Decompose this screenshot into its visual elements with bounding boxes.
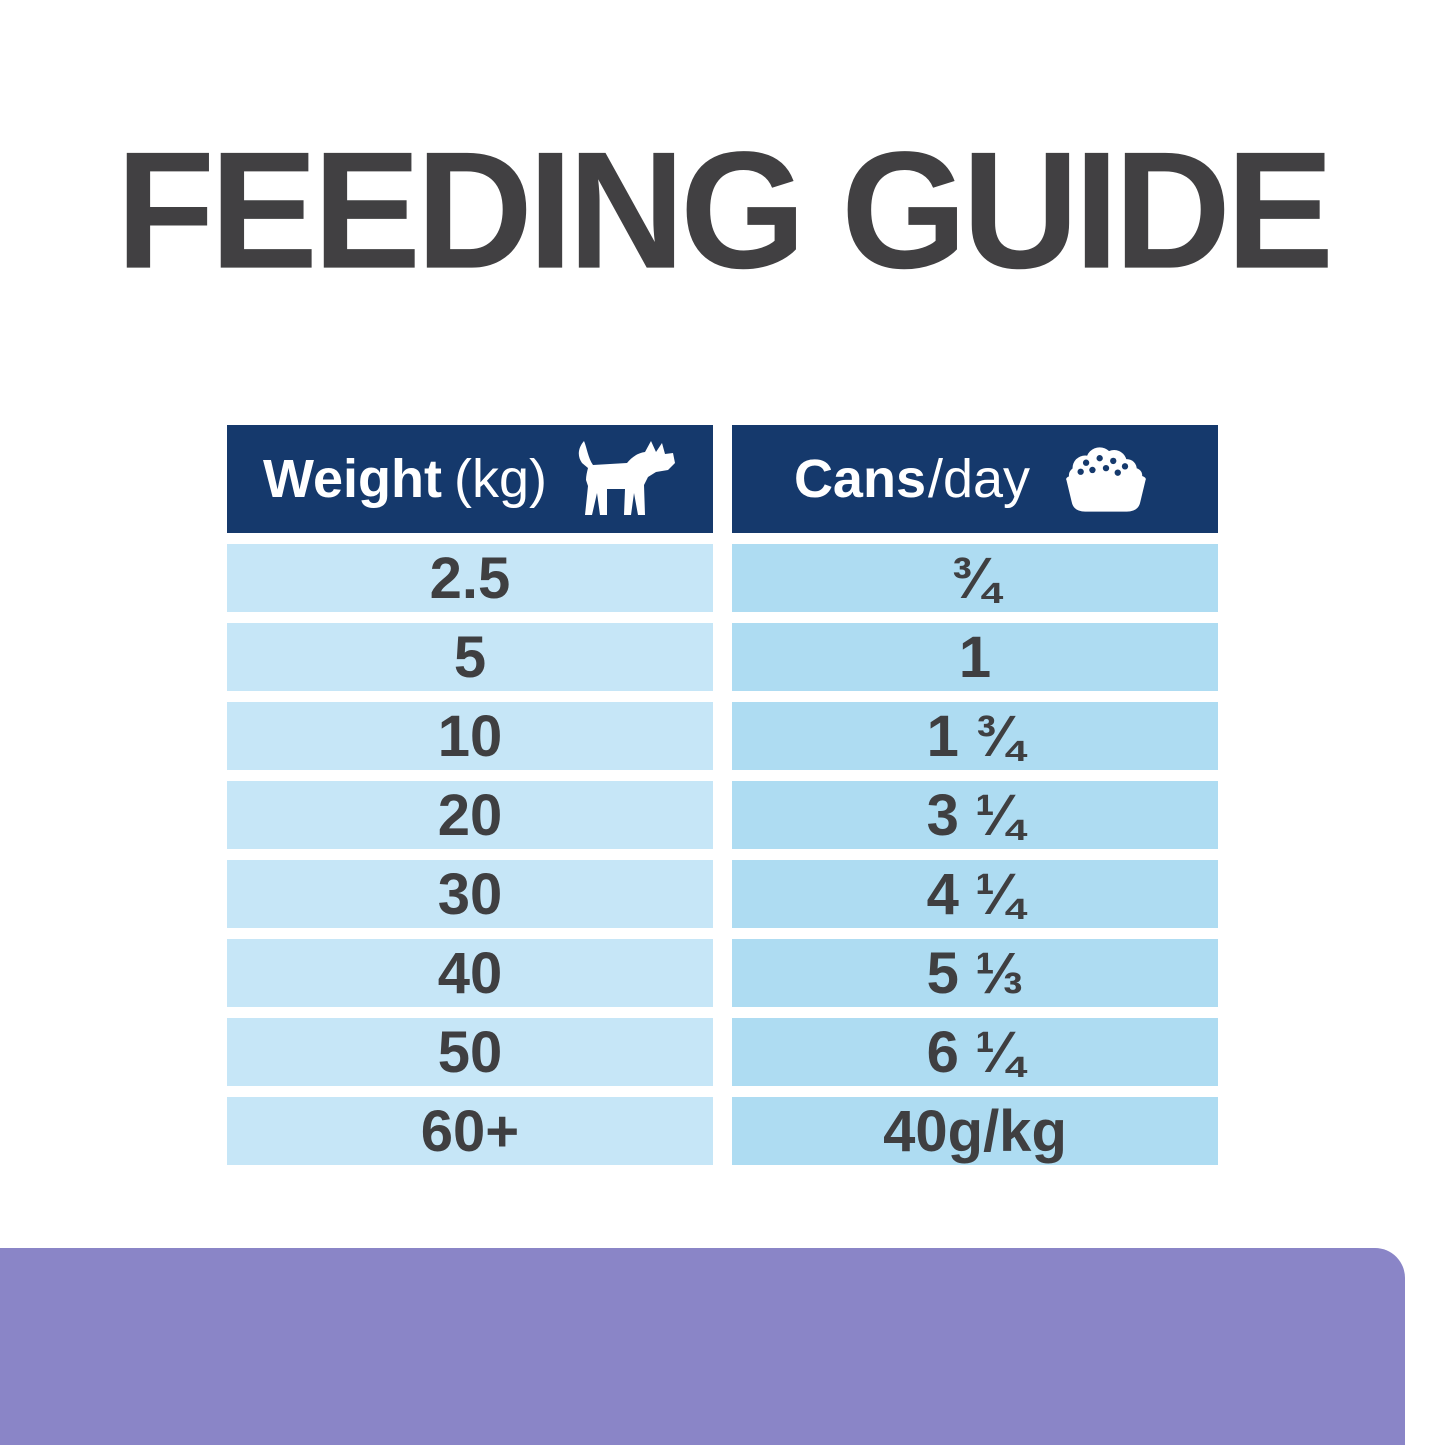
cans-cell: 40g/kg	[732, 1097, 1218, 1165]
cans-cell: 6 ¼	[732, 1018, 1218, 1086]
weight-header-unit: (kg)	[453, 449, 547, 509]
cans-cell: 5 ⅓	[732, 939, 1218, 1007]
cans-header-unit: /day	[927, 449, 1031, 509]
weight-header-cell: Weight (kg)	[227, 425, 713, 533]
weight-cell: 10	[227, 702, 713, 770]
dog-bowl-icon	[1066, 447, 1146, 512]
cans-cell: 3 ¼	[732, 781, 1218, 849]
cans-header-bold: Cans	[793, 449, 926, 509]
cans-header-label: Cans/day	[794, 448, 1030, 510]
weight-cell: 60+	[227, 1097, 713, 1165]
cans-cell: 1 ¾	[732, 702, 1218, 770]
weight-cell: 50	[227, 1018, 713, 1086]
cans-cell: 4 ¼	[732, 860, 1218, 928]
weight-cell: 30	[227, 860, 713, 928]
weight-cell: 2.5	[227, 544, 713, 612]
cans-cell: 1	[732, 623, 1218, 691]
cans-cell: ¾	[732, 544, 1218, 612]
purple-footer-bar	[0, 1248, 1405, 1445]
weight-cell: 5	[227, 623, 713, 691]
weight-cell: 40	[227, 939, 713, 1007]
feeding-table: Weight (kg) Cans/day	[227, 425, 1218, 1165]
dog-icon	[578, 441, 675, 515]
weight-header-bold: Weight	[263, 449, 442, 509]
weight-cell: 20	[227, 781, 713, 849]
cans-header-cell: Cans/day	[732, 425, 1218, 533]
weight-header-label: Weight (kg)	[263, 448, 547, 510]
page-title: FEEDING GUIDE	[115, 117, 1334, 304]
